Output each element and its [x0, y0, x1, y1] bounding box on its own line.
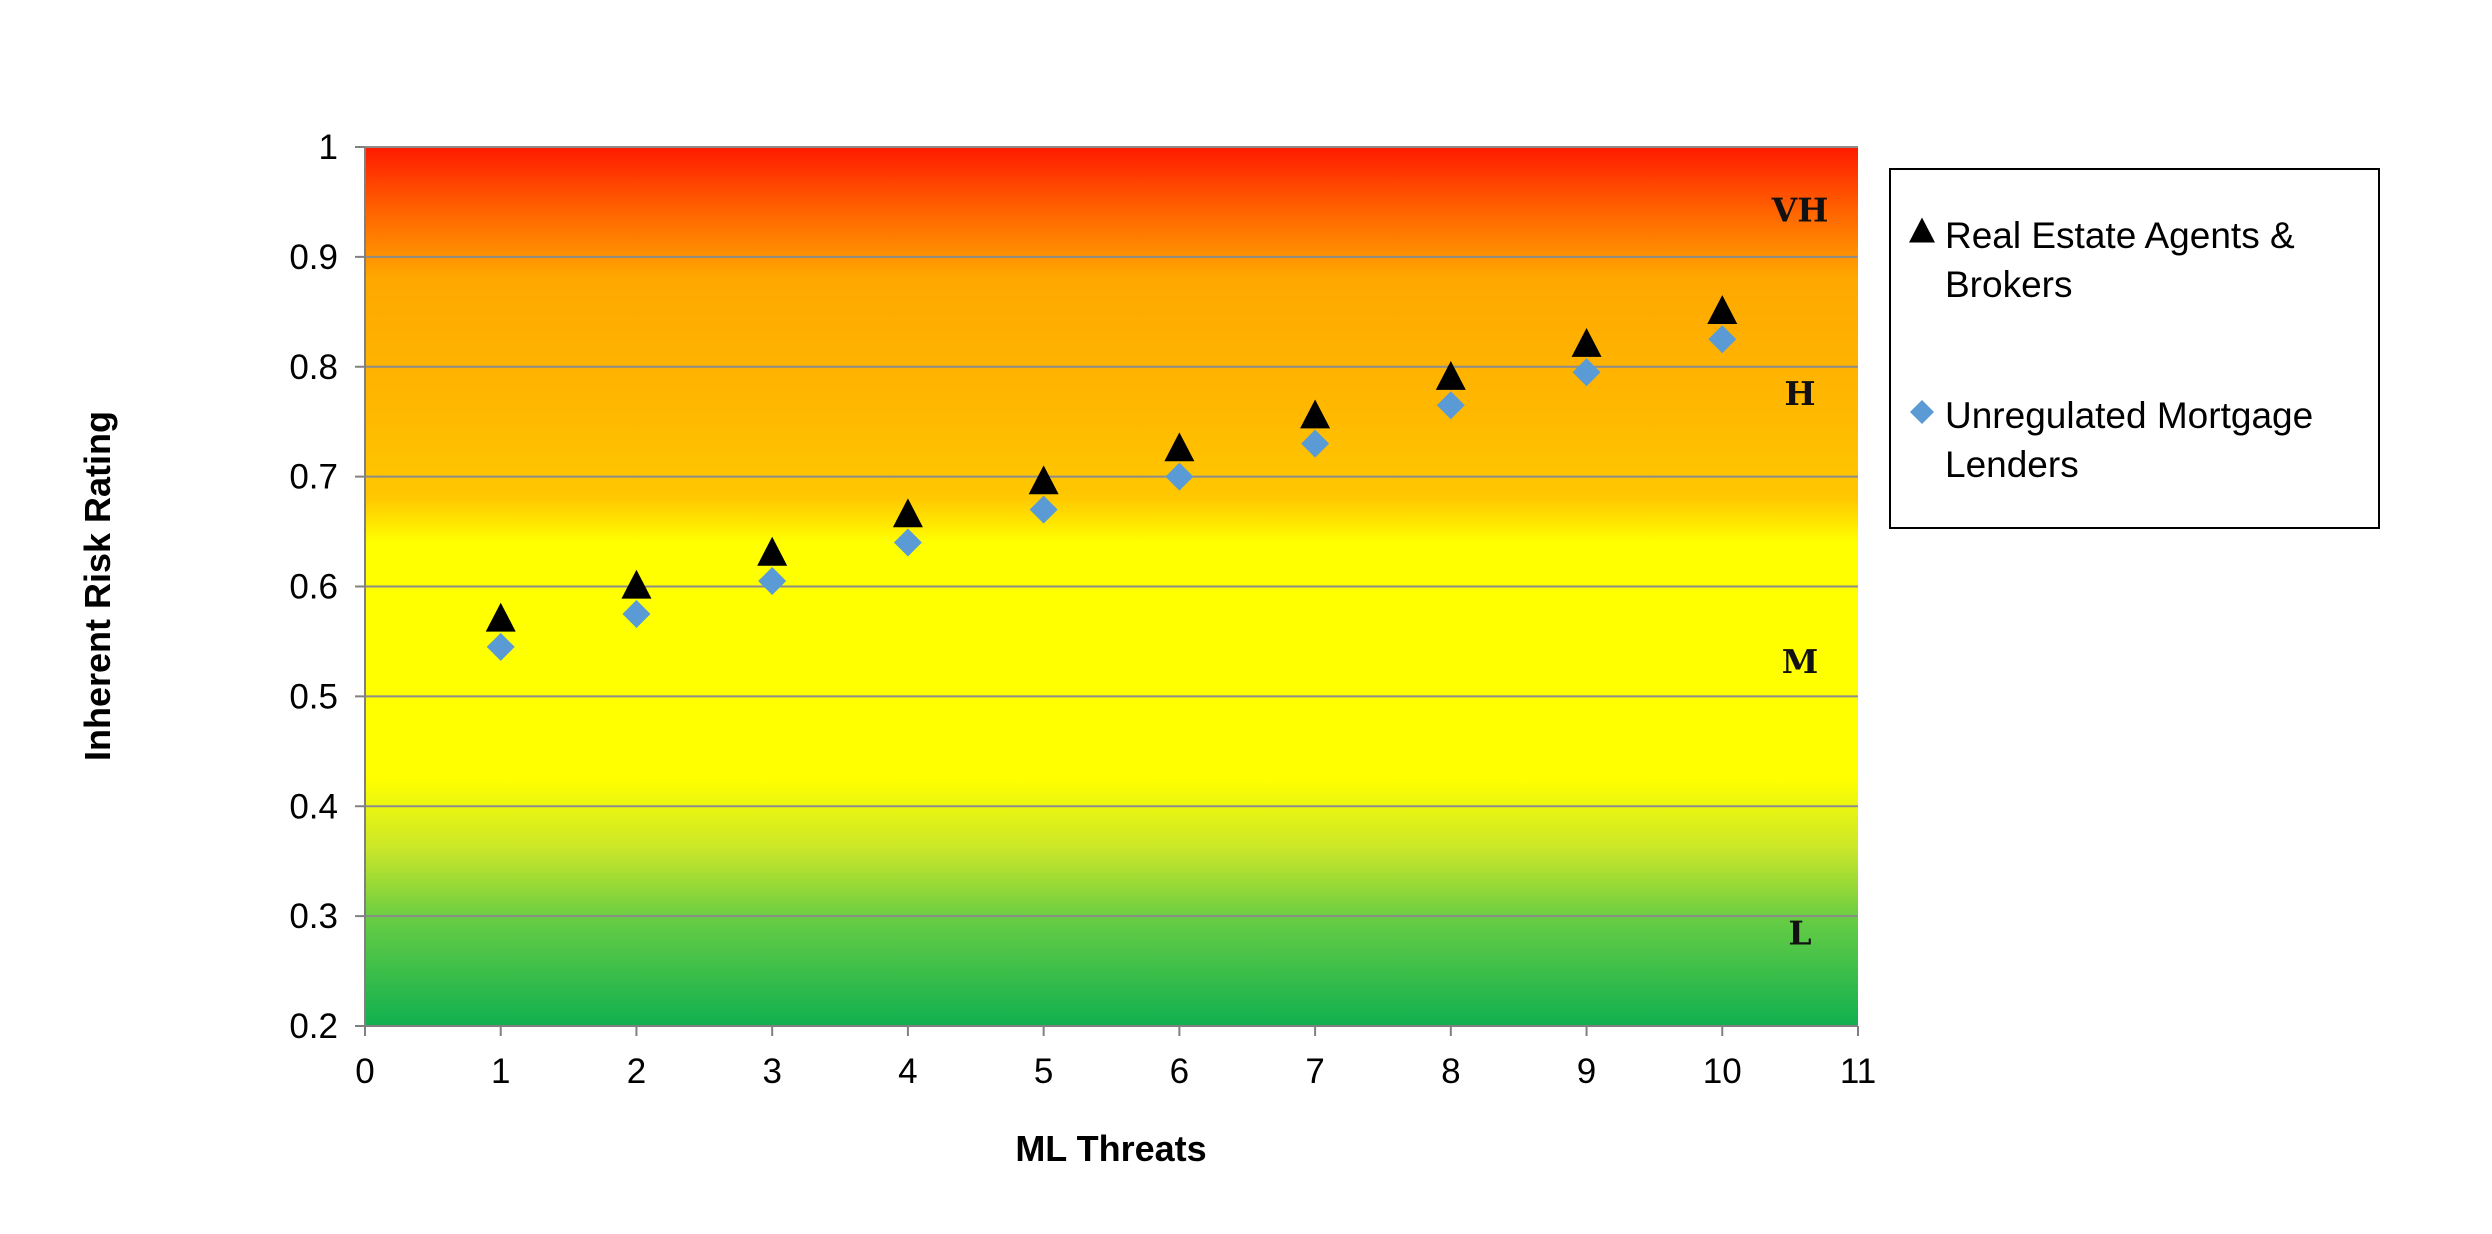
- gridlines: [365, 146, 1858, 918]
- risk-band-label-h: H: [1784, 374, 1815, 413]
- data-point-triangle: [1300, 399, 1331, 429]
- legend-triangle-icon: [1909, 217, 1935, 243]
- y-tick-label: 0.6: [289, 568, 338, 607]
- data-point-diamond: [1029, 495, 1058, 524]
- data-point-triangle: [757, 536, 788, 566]
- data-point-triangle: [1435, 360, 1466, 390]
- y-axis-ticks: 0.2 0.3 0.4 0.5 0.6 0.7 0.8 0.9 1: [289, 128, 365, 1046]
- y-tick-label: 0.3: [289, 897, 338, 936]
- data-point-triangle: [1028, 465, 1059, 495]
- legend: Real Estate Agents & Brokers Unregulated M…: [1889, 168, 2380, 529]
- y-tick-label: 0.9: [289, 238, 338, 277]
- x-axis-ticks: 0 1 2 3 4 5 6 7 8 9 10 11: [355, 1026, 1876, 1091]
- x-tick-label: 2: [627, 1052, 646, 1091]
- y-tick-label: 1: [319, 128, 338, 167]
- x-tick-label: 4: [898, 1052, 917, 1091]
- data-point-triangle: [621, 569, 652, 599]
- data-point-diamond: [758, 567, 787, 596]
- legend-diamond-icon: [1910, 400, 1934, 424]
- x-tick-label: 9: [1577, 1052, 1596, 1091]
- risk-band-label-l: L: [1788, 914, 1811, 953]
- x-tick-label: 10: [1703, 1052, 1742, 1091]
- legend-item: Real Estate Agents & Brokers: [1909, 215, 2295, 305]
- legend-box: [1889, 168, 2380, 529]
- data-point-triangle: [485, 602, 516, 632]
- series-real-estate-agents-brokers: [485, 295, 1738, 632]
- data-point-triangle: [892, 498, 923, 528]
- data-point-diamond: [1301, 429, 1330, 458]
- x-tick-label: 11: [1840, 1052, 1876, 1091]
- x-tick-label: 1: [491, 1052, 510, 1091]
- y-tick-label: 0.8: [289, 348, 338, 387]
- x-tick-label: 8: [1441, 1052, 1460, 1091]
- data-point-diamond: [1165, 462, 1194, 491]
- x-tick-label: 5: [1034, 1052, 1053, 1091]
- legend-item: Unregulated Mortgage Lenders: [1910, 395, 2313, 485]
- x-tick-label: 3: [762, 1052, 781, 1091]
- y-axis-title: Inherent Risk Rating: [77, 411, 118, 761]
- data-point-diamond: [486, 632, 515, 661]
- data-point-triangle: [1571, 328, 1602, 357]
- data-point-triangle: [1707, 295, 1738, 324]
- risk-band-label-m: M: [1782, 642, 1819, 681]
- x-tick-label: 7: [1305, 1052, 1324, 1091]
- x-axis-title: ML Threats: [1015, 1128, 1206, 1169]
- data-point-diamond: [1572, 358, 1601, 387]
- data-point-triangle: [1164, 432, 1195, 462]
- data-series: [485, 295, 1738, 661]
- legend-label: Unregulated Mortgage Lenders: [1945, 395, 2313, 485]
- risk-band-labels: L M H VH: [1771, 191, 1829, 953]
- data-point-diamond: [893, 528, 922, 557]
- risk-band-label-vh: VH: [1771, 191, 1829, 230]
- series-unregulated-mortgage-lenders: [486, 325, 1737, 661]
- y-tick-label: 0.5: [289, 677, 338, 716]
- y-tick-label: 0.7: [289, 458, 338, 497]
- data-point-diamond: [1708, 325, 1737, 354]
- y-tick-label: 0.4: [289, 787, 338, 826]
- data-point-diamond: [1436, 391, 1465, 420]
- x-tick-label: 6: [1170, 1052, 1189, 1091]
- data-point-diamond: [622, 599, 651, 628]
- legend-label: Real Estate Agents & Brokers: [1945, 215, 2295, 305]
- y-tick-label: 0.2: [289, 1007, 338, 1046]
- x-tick-label: 0: [355, 1052, 374, 1091]
